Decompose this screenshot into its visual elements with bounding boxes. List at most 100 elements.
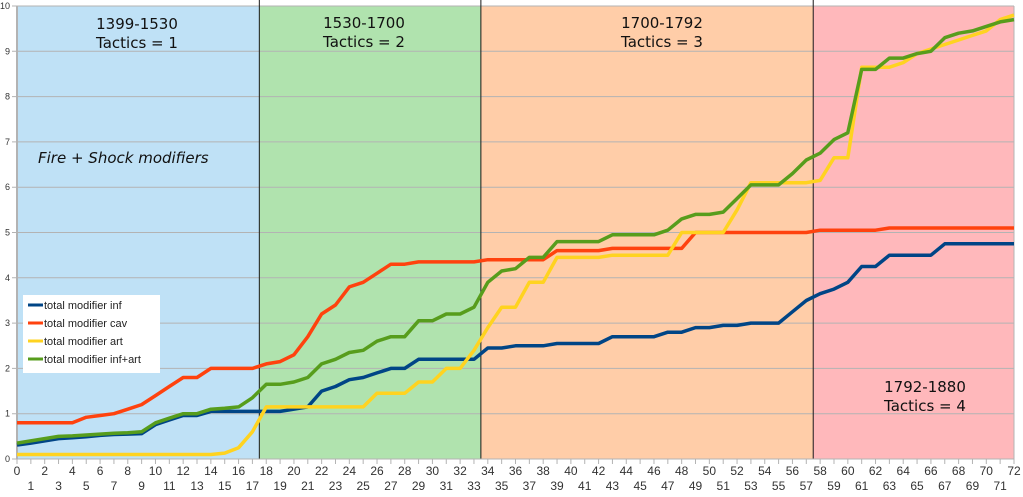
x-tick-label: 15	[218, 479, 232, 493]
x-tick-label: 20	[287, 464, 301, 478]
x-tick-label: 35	[495, 479, 509, 493]
y-tick-label: 0	[5, 454, 10, 464]
series-line-3	[16, 17, 1015, 445]
gridlines	[12, 5, 1014, 460]
x-tick-label: 0	[14, 464, 21, 478]
legend-item-cav: total modifier cav	[28, 318, 128, 330]
x-tick-label: 19	[273, 479, 287, 493]
x-tick-label: 26	[370, 464, 384, 478]
x-tick-label: 25	[357, 479, 371, 493]
chart-annotation: Fire + Shock modifiers	[38, 149, 209, 167]
x-tick-label: 30	[426, 464, 440, 478]
y-tick-label: 8	[5, 92, 10, 102]
y-tick-label: 5	[5, 228, 10, 238]
y-tick-label: 6	[5, 182, 10, 192]
x-tick-label: 2	[41, 464, 48, 478]
legend-item-inf-art: total modifier inf+art	[28, 354, 141, 366]
x-tick-label: 17	[246, 479, 260, 493]
x-tick-label: 22	[315, 464, 329, 478]
x-tick-label: 52	[730, 464, 744, 478]
legend: total modifier inf total modifier cav to…	[23, 295, 160, 373]
y-tick-label: 3	[5, 318, 10, 328]
band-label-1700-1792: 1700-1792	[621, 14, 703, 32]
band-label-1530-1700: 1530-1700	[323, 14, 405, 32]
x-tick-label: 70	[980, 464, 994, 478]
legend-label: total modifier inf	[44, 300, 123, 312]
series-lines	[16, 13, 1015, 457]
x-tick-label: 4	[69, 464, 76, 478]
legend-box	[23, 295, 160, 373]
x-tick-label: 69	[966, 479, 980, 493]
x-tick-label: 28	[398, 464, 412, 478]
x-tick-label: 42	[592, 464, 606, 478]
x-tick-label: 10	[149, 464, 163, 478]
x-tick-label: 55	[772, 479, 786, 493]
series-line-1	[17, 226, 1014, 425]
y-tick-label: 7	[5, 137, 10, 147]
x-tick-label: 49	[689, 479, 703, 493]
x-tick-label: 7	[111, 479, 118, 493]
x-tick-label: 50	[703, 464, 717, 478]
x-tick-label: 41	[578, 479, 592, 493]
y-tick-label: 1	[5, 409, 10, 419]
x-tick-label: 6	[97, 464, 104, 478]
x-tick-label: 43	[606, 479, 620, 493]
x-tick-label: 38	[537, 464, 551, 478]
x-tick-label: 34	[481, 464, 495, 478]
x-tick-label: 37	[523, 479, 537, 493]
y-tick-label: 2	[5, 363, 10, 373]
x-tick-label: 44	[620, 464, 634, 478]
x-tick-label: 14	[204, 464, 218, 478]
x-tick-label: 13	[190, 479, 204, 493]
x-tick-label: 21	[301, 479, 315, 493]
x-tick-label: 57	[800, 479, 814, 493]
x-tick-label: 3	[55, 479, 62, 493]
x-tick-label: 46	[647, 464, 661, 478]
x-tick-label: 16	[232, 464, 246, 478]
x-tick-label: 67	[938, 479, 952, 493]
series-line-2	[17, 13, 1015, 457]
x-tick-label: 23	[329, 479, 343, 493]
x-tick-label: 29	[412, 479, 426, 493]
x-tick-label: 45	[633, 479, 647, 493]
legend-item-inf: total modifier inf	[28, 300, 123, 312]
x-tick-label: 24	[343, 464, 357, 478]
x-tick-label: 56	[786, 464, 800, 478]
x-tick-label: 39	[550, 479, 564, 493]
legend-label: total modifier art	[44, 336, 123, 348]
x-tick-label: 27	[384, 479, 398, 493]
x-tick-label: 72	[1007, 464, 1021, 478]
x-tick-label: 11	[163, 479, 176, 493]
x-tick-label: 65	[910, 479, 924, 493]
x-tick-label: 54	[758, 464, 772, 478]
y-tick-label: 10	[0, 1, 10, 11]
x-tick-label: 66	[924, 464, 938, 478]
x-tick-label: 47	[661, 479, 675, 493]
x-tick-label: 9	[138, 479, 145, 493]
x-tick-label: 31	[440, 479, 454, 493]
y-tick-label: 4	[5, 273, 10, 283]
legend-label: total modifier inf+art	[44, 354, 141, 366]
band-label-tactics-4: Tactics = 4	[883, 397, 966, 415]
y-tick-label: 9	[5, 46, 10, 56]
band-label-1399-1530: 1399-1530	[96, 15, 178, 33]
era-dividers	[258, 0, 814, 459]
x-tick-label: 1	[28, 479, 35, 493]
x-tick-label: 71	[993, 479, 1007, 493]
x-tick-label: 59	[827, 479, 841, 493]
x-tick-label: 8	[124, 464, 131, 478]
x-tick-label: 60	[841, 464, 855, 478]
legend-item-art: total modifier art	[28, 336, 123, 348]
x-tick-label: 58	[813, 464, 827, 478]
x-tick-label: 33	[467, 479, 481, 493]
band-label-tactics-3: Tactics = 3	[620, 33, 703, 51]
x-tick-label: 5	[83, 479, 90, 493]
band-label-1792-1880: 1792-1880	[884, 378, 966, 396]
x-tick-label: 48	[675, 464, 689, 478]
x-tick-label: 53	[744, 479, 758, 493]
x-tick-label: 51	[717, 479, 731, 493]
x-tick-label: 36	[509, 464, 523, 478]
band-label-tactics-2: Tactics = 2	[322, 33, 405, 51]
